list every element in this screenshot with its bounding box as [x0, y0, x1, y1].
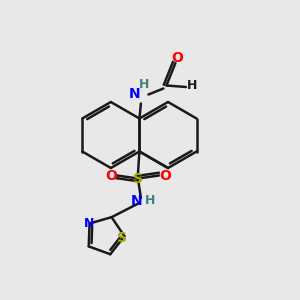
Text: O: O: [105, 169, 117, 182]
Text: H: H: [145, 194, 156, 207]
Text: O: O: [159, 169, 171, 182]
Text: N: N: [84, 217, 95, 230]
Text: N: N: [130, 194, 142, 208]
Text: O: O: [171, 51, 183, 64]
Text: H: H: [187, 79, 198, 92]
Text: N: N: [128, 87, 140, 100]
Text: S: S: [133, 172, 143, 185]
Text: S: S: [117, 231, 127, 245]
Text: H: H: [139, 78, 149, 91]
